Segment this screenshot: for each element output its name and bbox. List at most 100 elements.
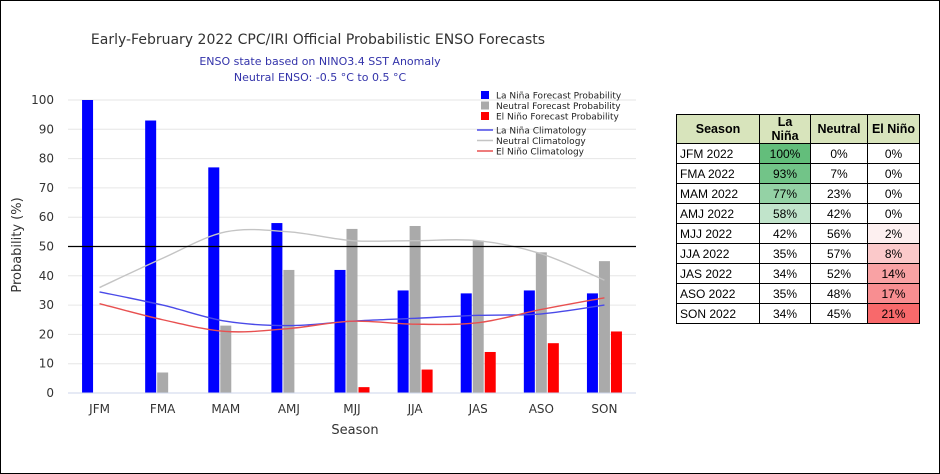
y-tick-label: 10	[39, 357, 54, 371]
cell-neutral: 23%	[810, 183, 868, 204]
bar-neutral	[598, 261, 610, 393]
bar-la-nina	[586, 293, 598, 393]
cell-el-nino: 2%	[867, 223, 920, 244]
cell-el-nino: 0%	[867, 143, 920, 164]
y-tick-label: 60	[39, 210, 54, 224]
table-row: MJJ 2022 42% 56% 2%	[676, 223, 920, 244]
bar-neutral	[157, 372, 169, 393]
chart-subtitle-2: Neutral ENSO: -0.5 °C to 0.5 °C	[234, 71, 407, 84]
header-neutral: Neutral	[810, 114, 868, 144]
bar-neutral	[346, 228, 358, 393]
cell-neutral: 48%	[810, 283, 868, 304]
legend-label: El Niño Climatology	[496, 148, 585, 158]
cell-neutral: 42%	[810, 203, 868, 224]
x-tick-label: SON	[591, 402, 617, 416]
cell-neutral: 57%	[810, 243, 868, 264]
header-el-nino: El Niño	[867, 114, 920, 144]
bar-el-nino	[358, 387, 370, 393]
cell-el-nino: 0%	[867, 203, 920, 224]
cell-season: MAM 2022	[676, 183, 760, 204]
bar-el-nino	[547, 343, 559, 393]
legend-label: El Niño Forecast Probability	[496, 113, 620, 123]
table-row: JAS 2022 34% 52% 14%	[676, 263, 920, 284]
table-row: AMJ 2022 58% 42% 0%	[676, 203, 920, 224]
y-axis-label: Probability (%)	[10, 197, 25, 292]
y-tick-label: 40	[39, 269, 54, 283]
x-tick-label: MAM	[211, 402, 240, 416]
x-axis-label: Season	[331, 423, 378, 438]
cell-season: ASO 2022	[676, 283, 760, 304]
climatology-line-el-nino	[99, 297, 605, 333]
bar-el-nino	[421, 369, 433, 393]
bar-neutral	[283, 269, 295, 393]
x-tick-label: AMJ	[278, 402, 300, 416]
cell-season: JFM 2022	[676, 143, 760, 164]
cell-la-nina: 100%	[759, 143, 811, 164]
bar-la-nina	[334, 269, 346, 393]
bar-neutral	[409, 225, 421, 393]
x-tick-label: MJJ	[343, 402, 360, 416]
cell-season: JAS 2022	[676, 263, 760, 284]
enso-probability-table: Season La Niña Neutral El Niño JFM 2022 1…	[676, 114, 920, 324]
x-tick-label: JJA	[407, 402, 424, 416]
cell-season: JJA 2022	[676, 243, 760, 264]
cell-neutral: 56%	[810, 223, 868, 244]
cell-season: AMJ 2022	[676, 203, 760, 224]
cell-el-nino: 0%	[867, 163, 920, 184]
x-tick-label: JAS	[468, 402, 488, 416]
cell-neutral: 7%	[810, 163, 868, 184]
bar-neutral	[535, 252, 547, 393]
x-tick-label: FMA	[150, 402, 176, 416]
y-tick-label: 30	[39, 298, 54, 312]
table-row: MAM 2022 77% 23% 0%	[676, 183, 920, 204]
cell-la-nina: 77%	[759, 183, 811, 204]
bar-neutral	[220, 325, 232, 393]
legend-swatch	[481, 112, 489, 120]
cell-la-nina: 58%	[759, 203, 811, 224]
cell-el-nino: 17%	[867, 283, 920, 304]
cell-la-nina: 42%	[759, 223, 811, 244]
cell-el-nino: 0%	[867, 183, 920, 204]
header-season: Season	[676, 114, 760, 144]
cell-neutral: 0%	[810, 143, 868, 164]
bar-neutral	[472, 240, 484, 393]
header-la-nina: La Niña	[759, 114, 811, 144]
cell-la-nina: 35%	[759, 283, 811, 304]
bar-la-nina	[145, 120, 157, 393]
x-tick-label: JFM	[88, 402, 110, 416]
table-row: FMA 2022 93% 7% 0%	[676, 163, 920, 184]
table-row: ASO 2022 35% 48% 17%	[676, 283, 920, 304]
table-row: SON 2022 34% 45% 21%	[676, 303, 920, 324]
chart-subtitle-1: ENSO state based on NINO3.4 SST Anomaly	[199, 55, 441, 68]
y-tick-label: 50	[39, 240, 54, 254]
bar-la-nina	[523, 290, 535, 393]
legend-swatch	[481, 101, 489, 110]
y-tick-label: 80	[39, 152, 54, 166]
table-header-row: Season La Niña Neutral El Niño	[676, 114, 920, 144]
legend-label: Neutral Climatology	[496, 137, 586, 147]
bar-el-nino	[610, 331, 622, 393]
legend-label: Neutral Forecast Probability	[496, 102, 621, 112]
bar-la-nina	[271, 223, 283, 393]
cell-la-nina: 93%	[759, 163, 811, 184]
cell-la-nina: 35%	[759, 243, 811, 264]
bar-la-nina	[460, 293, 472, 393]
y-tick-label: 90	[39, 122, 54, 136]
legend-label: La Niña Forecast Probability	[496, 92, 622, 102]
climatology-line-neutral	[99, 228, 605, 289]
y-tick-label: 70	[39, 181, 54, 195]
table-row: JFM 2022 100% 0% 0%	[676, 143, 920, 164]
cell-season: SON 2022	[676, 303, 760, 324]
y-tick-label: 20	[39, 327, 54, 341]
cell-la-nina: 34%	[759, 303, 811, 324]
chart-title: Early-February 2022 CPC/IRI Official Pro…	[91, 32, 545, 48]
cell-neutral: 52%	[810, 263, 868, 284]
cell-el-nino: 8%	[867, 243, 920, 264]
legend-label: La Niña Climatology	[496, 127, 587, 137]
y-tick-label: 100	[31, 93, 54, 107]
table-row: JJA 2022 35% 57% 8%	[676, 243, 920, 264]
bar-el-nino	[484, 351, 496, 393]
bar-la-nina	[397, 290, 409, 393]
legend-swatch	[481, 91, 489, 99]
